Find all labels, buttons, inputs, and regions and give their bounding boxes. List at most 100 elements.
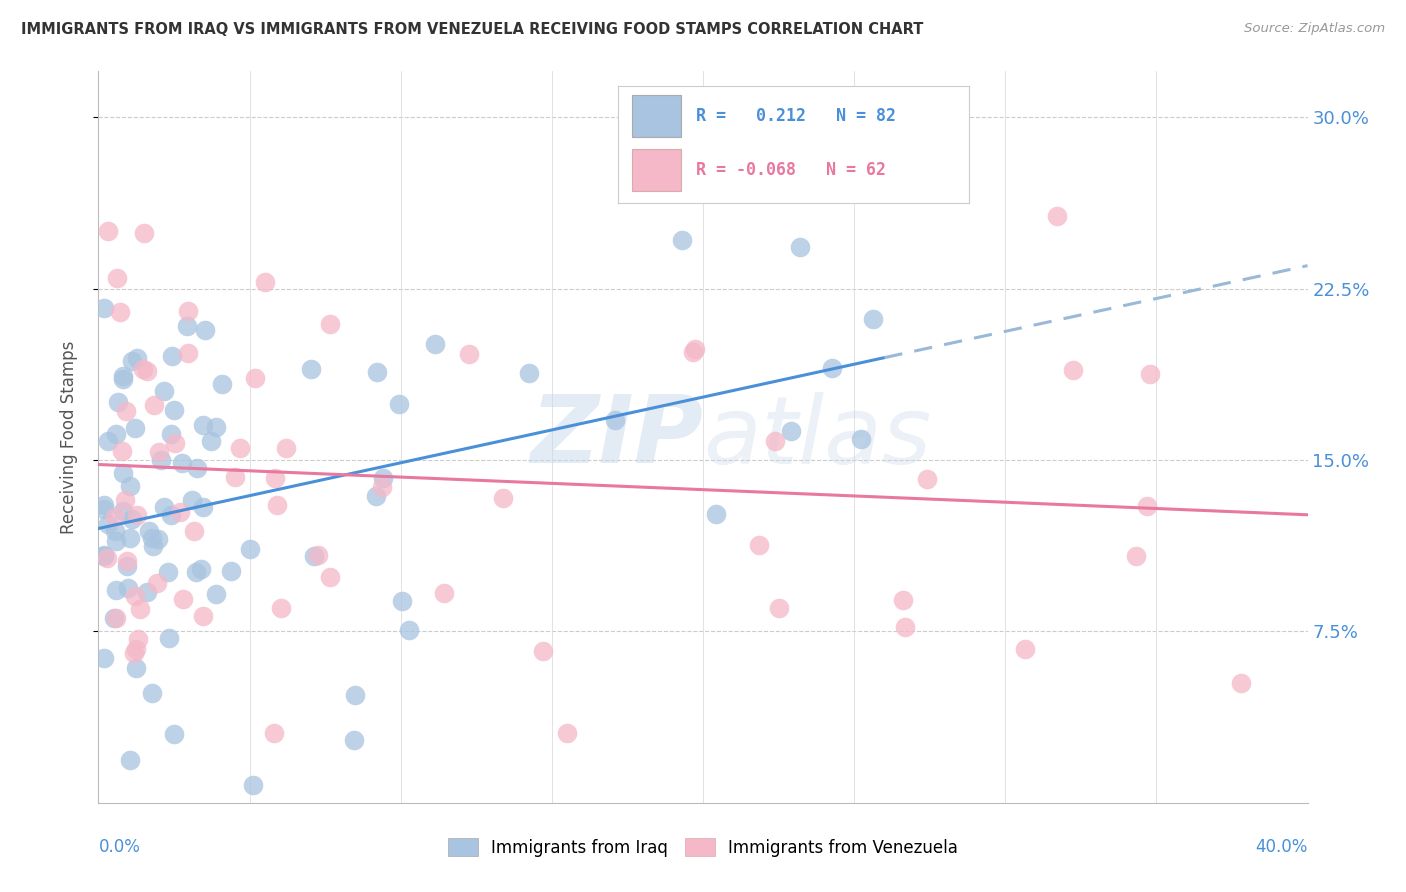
Point bbox=[432, 586, 454, 600]
Point bbox=[299, 361, 322, 376]
Point bbox=[193, 609, 215, 624]
Point bbox=[319, 569, 342, 583]
Point bbox=[191, 500, 214, 515]
Point bbox=[371, 480, 394, 494]
Point bbox=[115, 558, 138, 573]
Point bbox=[531, 644, 554, 658]
Point bbox=[160, 508, 183, 523]
Point bbox=[162, 402, 184, 417]
Text: ZIP: ZIP bbox=[530, 391, 703, 483]
Point bbox=[157, 632, 180, 646]
Point bbox=[191, 418, 214, 433]
Point bbox=[93, 301, 115, 316]
Point bbox=[364, 489, 387, 503]
Point bbox=[125, 641, 148, 656]
Point bbox=[125, 351, 148, 366]
Point bbox=[177, 303, 200, 318]
Point bbox=[104, 427, 127, 442]
Point bbox=[107, 394, 129, 409]
Point bbox=[243, 371, 266, 385]
Point bbox=[96, 551, 118, 566]
Point bbox=[844, 145, 866, 160]
Point bbox=[205, 587, 228, 601]
Point bbox=[263, 726, 285, 740]
Point bbox=[706, 507, 728, 521]
Point bbox=[685, 343, 707, 357]
Point bbox=[366, 365, 388, 379]
Point bbox=[143, 398, 166, 412]
Point bbox=[125, 661, 148, 675]
Point bbox=[128, 602, 150, 616]
Point bbox=[93, 501, 115, 516]
Point bbox=[388, 397, 411, 411]
Point bbox=[748, 538, 770, 552]
Point bbox=[97, 434, 120, 448]
Point bbox=[270, 601, 292, 615]
Text: atlas: atlas bbox=[703, 392, 931, 483]
Point bbox=[118, 532, 141, 546]
Point bbox=[157, 565, 180, 579]
Point bbox=[148, 444, 170, 458]
Point bbox=[242, 778, 264, 792]
Point bbox=[136, 363, 159, 377]
Point bbox=[112, 372, 135, 386]
Point bbox=[97, 516, 120, 531]
Point bbox=[1136, 499, 1159, 513]
Point bbox=[120, 753, 142, 767]
Point bbox=[122, 647, 145, 661]
Point bbox=[162, 349, 184, 363]
Point bbox=[605, 413, 627, 427]
Point bbox=[211, 376, 233, 391]
Point bbox=[458, 346, 481, 360]
Point bbox=[104, 533, 127, 548]
Point bbox=[391, 594, 413, 608]
Point bbox=[224, 470, 246, 484]
Point bbox=[1014, 641, 1036, 656]
Point bbox=[398, 623, 420, 637]
Point bbox=[186, 461, 208, 475]
Point bbox=[132, 362, 155, 376]
Text: IMMIGRANTS FROM IRAQ VS IMMIGRANTS FROM VENEZUELA RECEIVING FOOD STAMPS CORRELAT: IMMIGRANTS FROM IRAQ VS IMMIGRANTS FROM … bbox=[21, 22, 924, 37]
Text: 0.0%: 0.0% bbox=[98, 838, 141, 856]
Point bbox=[917, 472, 939, 486]
Point bbox=[105, 270, 128, 285]
Point bbox=[134, 226, 156, 240]
Point bbox=[894, 620, 917, 634]
Point bbox=[124, 421, 146, 435]
Y-axis label: Receiving Food Stamps: Receiving Food Stamps bbox=[59, 341, 77, 533]
Point bbox=[184, 566, 207, 580]
Point bbox=[118, 479, 141, 493]
Point bbox=[266, 498, 288, 512]
Point bbox=[165, 436, 187, 450]
Point bbox=[103, 611, 125, 625]
Point bbox=[97, 224, 120, 238]
Point bbox=[111, 467, 134, 481]
Point bbox=[318, 317, 340, 331]
Point bbox=[797, 136, 820, 150]
Point bbox=[343, 688, 366, 702]
Point bbox=[111, 504, 134, 518]
Point bbox=[142, 539, 165, 553]
Point bbox=[229, 441, 252, 455]
Point bbox=[1045, 209, 1067, 223]
Point bbox=[104, 524, 127, 538]
Point bbox=[138, 524, 160, 538]
Point bbox=[254, 275, 277, 289]
Point bbox=[183, 524, 205, 538]
Point bbox=[789, 240, 811, 254]
Point bbox=[93, 498, 115, 512]
Point bbox=[862, 311, 884, 326]
Point bbox=[117, 581, 139, 595]
Point bbox=[93, 549, 115, 563]
Point bbox=[114, 493, 136, 508]
Point bbox=[1125, 549, 1147, 563]
Point bbox=[162, 727, 184, 741]
Point bbox=[160, 426, 183, 441]
Point bbox=[671, 234, 693, 248]
Point bbox=[307, 548, 329, 562]
Point bbox=[172, 591, 194, 606]
Point bbox=[423, 337, 446, 351]
Point bbox=[219, 564, 242, 578]
Point bbox=[373, 471, 395, 485]
Point bbox=[104, 610, 127, 624]
